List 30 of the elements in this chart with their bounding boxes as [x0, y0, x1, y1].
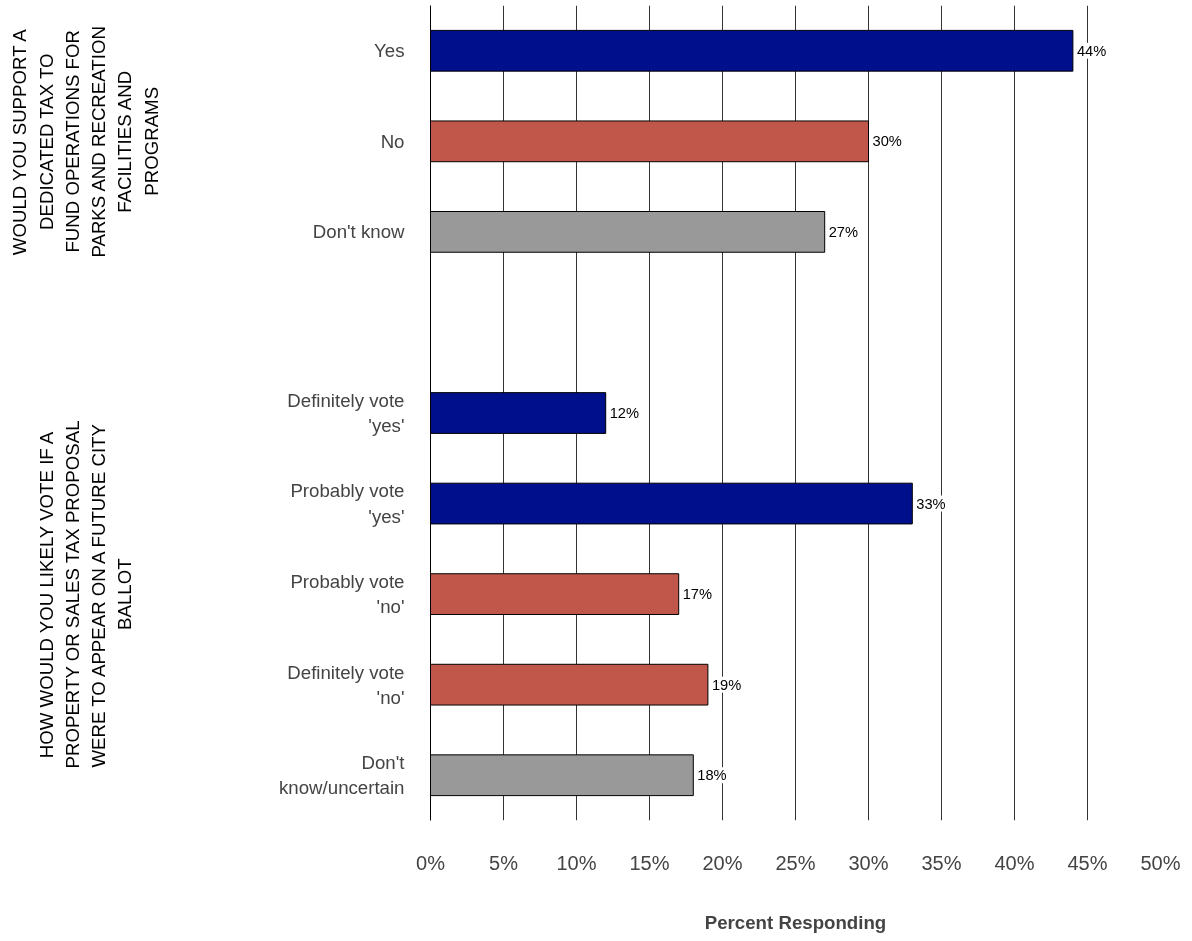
- data-label: 18%: [697, 767, 727, 784]
- data-label: 19%: [711, 676, 742, 693]
- x-tick-label: 35%: [921, 851, 962, 874]
- y-tick-label: Probably vote 'yes': [290, 480, 405, 527]
- y-tick-label: No: [380, 130, 405, 152]
- x-tick-label: 0%: [416, 851, 446, 874]
- y-tick-label: Don't know: [312, 221, 406, 243]
- x-tick-label: 5%: [489, 851, 519, 874]
- y-tick-label: Don't know/uncertain: [279, 752, 406, 799]
- x-axis-title: Percent Responding: [704, 911, 887, 933]
- text: HOW WOULD YOU LIKELY VOTE IF A PROPERTY OR SALES TAX PROPOSAL WERE TO APPEAR ON A FUTURE CITY BALLOT: [35, 420, 136, 769]
- x-tick-label: 25%: [775, 851, 816, 874]
- x-tick-label: 50%: [1140, 851, 1181, 874]
- x-tick-label: 15%: [629, 851, 670, 874]
- y-tick-label: Definitely vote 'no': [287, 661, 405, 708]
- data-label: 12%: [609, 405, 640, 421]
- data-label: 44%: [1076, 42, 1107, 59]
- x-tick-label: 30%: [848, 851, 889, 874]
- data-label: 30%: [872, 133, 902, 150]
- data-label: 27%: [828, 223, 859, 240]
- x-tick-label: 40%: [994, 851, 1035, 874]
- text: WOULD YOU SUPPORT A DEDICATED TAX TO FUND OPERATIONS FOR PARKS AND RECREATION FACILITIES AND PROGRAMS: [9, 26, 162, 258]
- y-tick-label: Probably vote 'no': [290, 571, 405, 618]
- data-label: 33%: [916, 495, 946, 512]
- x-tick-label: 20%: [702, 851, 743, 874]
- x-tick-label: 45%: [1067, 851, 1108, 874]
- x-tick-label: 10%: [556, 851, 597, 874]
- y-tick-label: Definitely vote 'yes': [287, 389, 405, 437]
- y-tick-label: Yes: [374, 40, 405, 62]
- data-label: 17%: [682, 586, 713, 603]
